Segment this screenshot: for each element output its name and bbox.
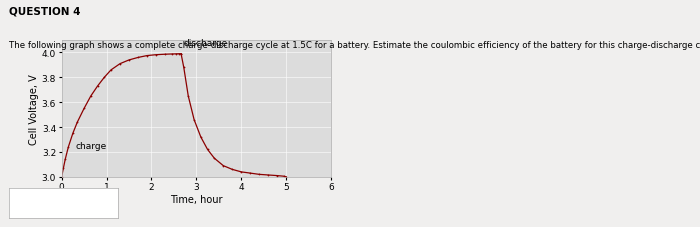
X-axis label: Time, hour: Time, hour [170, 194, 223, 204]
Text: The following graph shows a complete charge-discharge cycle at 1.5C for a batter: The following graph shows a complete cha… [9, 41, 700, 50]
Text: QUESTION 4: QUESTION 4 [9, 7, 80, 17]
Text: discharge: discharge [184, 39, 228, 48]
Y-axis label: Cell Voltage, V: Cell Voltage, V [29, 74, 39, 144]
Text: charge: charge [75, 141, 106, 151]
